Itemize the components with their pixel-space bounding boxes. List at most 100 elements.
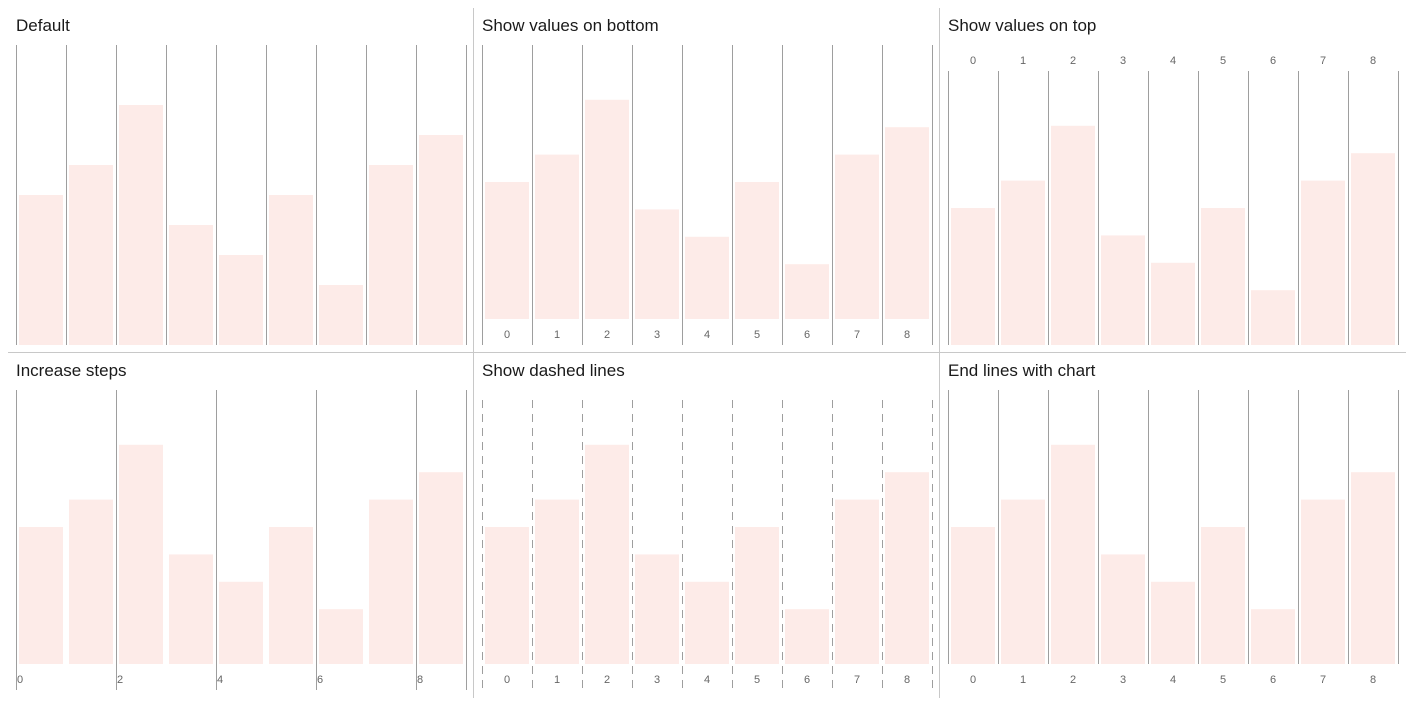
bar-0 [951, 208, 995, 345]
tick-label: 8 [1370, 674, 1376, 686]
tick-label: 0 [504, 674, 510, 686]
bar-4 [1151, 262, 1195, 345]
tick-label: 2 [117, 674, 123, 686]
chart-title: Show values on bottom [482, 16, 659, 35]
tick-label: 3 [1120, 674, 1126, 686]
vertical-divider-right [939, 8, 940, 698]
tick-label: 3 [654, 674, 660, 686]
bar-7 [369, 499, 413, 664]
chart-title: End lines with chart [948, 361, 1096, 380]
bar-6 [785, 264, 829, 319]
bar-chart: 0 1 2 3 4 5 6 7 8 [482, 45, 933, 345]
bar-chart: 0 2 4 6 8 [16, 390, 467, 690]
tick-label: 8 [904, 674, 910, 686]
tick-label: 3 [1120, 55, 1126, 67]
tick-label: 1 [554, 674, 560, 686]
bar-0 [485, 182, 529, 319]
bar-6 [1251, 290, 1295, 345]
tick-label: 0 [970, 674, 976, 686]
tick-label: 4 [1170, 55, 1176, 67]
bar-6 [319, 609, 363, 664]
tick-label: 6 [317, 674, 323, 686]
bar-5 [1201, 527, 1245, 664]
chart-title: Increase steps [16, 361, 127, 380]
bar-3 [1101, 554, 1145, 664]
tick-label: 7 [854, 329, 860, 341]
bar-chart: 0 1 2 3 4 5 6 7 8 [948, 55, 1399, 345]
tick-label: 1 [554, 329, 560, 341]
bar-8 [885, 472, 929, 664]
bar-4 [685, 581, 729, 664]
bar-3 [1101, 235, 1145, 345]
bar-8 [1351, 472, 1395, 664]
tick-label: 4 [1170, 674, 1176, 686]
bar-4 [219, 581, 263, 664]
tick-label: 5 [754, 674, 760, 686]
bar-1 [535, 154, 579, 319]
bar-3 [169, 225, 213, 345]
tick-label: 1 [1020, 674, 1026, 686]
bar-2 [1051, 444, 1095, 664]
bar-5 [269, 195, 313, 345]
chart-panel-end-lines: End lines with chart 0 1 2 3 4 5 6 7 8 [948, 361, 1400, 696]
bar-1 [69, 499, 113, 664]
chart-title: Show values on top [948, 16, 1097, 35]
bar-8 [1351, 153, 1395, 345]
tick-label: 4 [704, 674, 710, 686]
bar-6 [1251, 609, 1295, 664]
bar-7 [1301, 180, 1345, 345]
bar-2 [585, 444, 629, 664]
bar-3 [635, 209, 679, 319]
tick-label: 6 [804, 329, 810, 341]
bar-7 [835, 499, 879, 664]
bar-chart [16, 45, 467, 345]
tick-label: 7 [1320, 55, 1326, 67]
tick-label: 5 [1220, 674, 1226, 686]
bar-1 [1001, 499, 1045, 664]
bar-5 [269, 527, 313, 664]
bar-8 [885, 127, 929, 319]
bar-2 [585, 99, 629, 319]
tick-label: 2 [604, 674, 610, 686]
bar-chart: 0 1 2 3 4 5 6 7 8 [948, 390, 1399, 686]
tick-label: 7 [854, 674, 860, 686]
tick-label: 2 [604, 329, 610, 341]
bar-2 [119, 105, 163, 345]
chart-panel-default: Default [16, 16, 468, 348]
bar-8 [419, 135, 463, 345]
tick-label: 6 [1270, 674, 1276, 686]
horizontal-divider [8, 352, 1406, 353]
tick-label: 8 [904, 329, 910, 341]
bar-7 [835, 154, 879, 319]
bar-6 [785, 609, 829, 664]
bar-0 [19, 527, 63, 664]
bar-4 [1151, 581, 1195, 664]
bar-4 [685, 236, 729, 319]
tick-label: 0 [17, 674, 23, 686]
tick-label: 6 [804, 674, 810, 686]
bar-4 [219, 255, 263, 345]
tick-label: 1 [1020, 55, 1026, 67]
bar-8 [419, 472, 463, 664]
bar-7 [369, 165, 413, 345]
bar-3 [169, 554, 213, 664]
bar-0 [19, 195, 63, 345]
chart-panel-values-bottom: Show values on bottom 0 1 2 3 4 5 6 7 8 [482, 16, 934, 348]
bar-0 [951, 527, 995, 664]
tick-label: 6 [1270, 55, 1276, 67]
tick-label: 4 [217, 674, 223, 686]
bar-chart: 0 1 2 3 4 5 6 7 8 [482, 400, 933, 690]
chart-panel-dashed-lines: Show dashed lines 0 1 2 3 4 5 6 7 8 [482, 361, 934, 696]
tick-label: 0 [970, 55, 976, 67]
tick-label: 5 [1220, 55, 1226, 67]
bar-1 [69, 165, 113, 345]
tick-label: 3 [654, 329, 660, 341]
bar-1 [1001, 180, 1045, 345]
tick-label: 8 [417, 674, 423, 686]
chart-title: Default [16, 16, 70, 35]
bar-1 [535, 499, 579, 664]
vertical-divider-left [473, 8, 474, 698]
bar-3 [635, 554, 679, 664]
bar-6 [319, 285, 363, 345]
bar-0 [485, 527, 529, 664]
